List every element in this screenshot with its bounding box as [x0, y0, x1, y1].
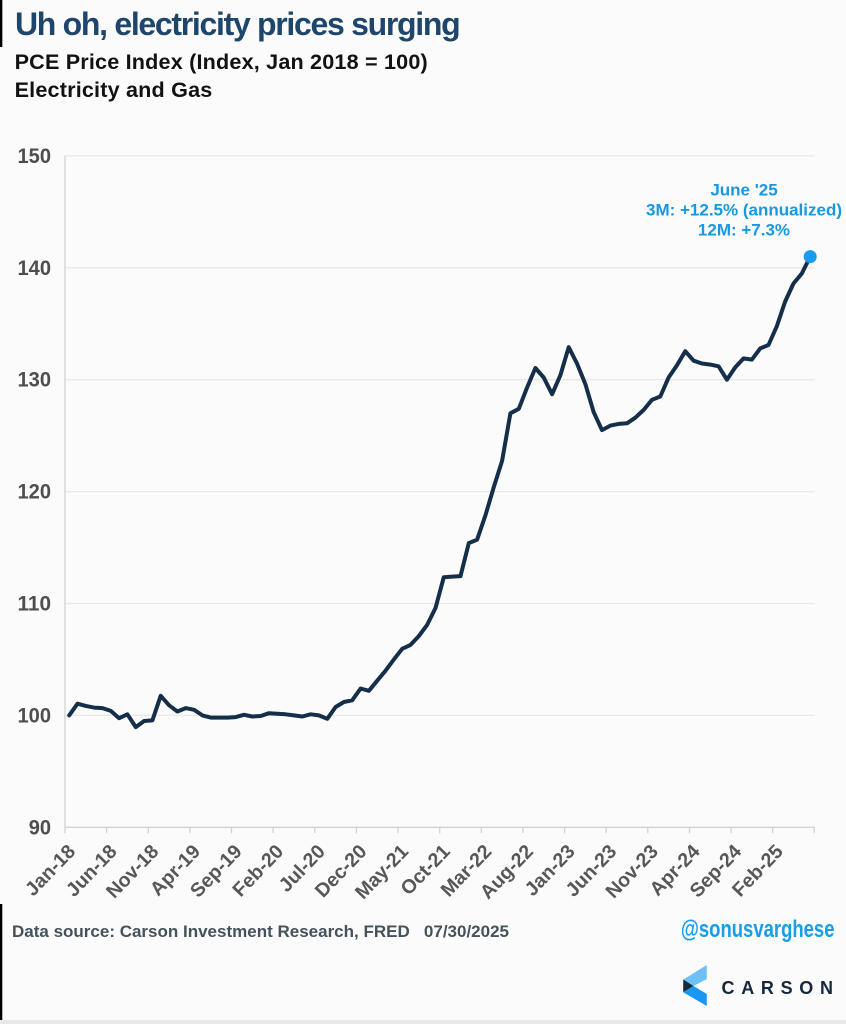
- svg-text:140: 140: [18, 256, 52, 280]
- svg-text:120: 120: [18, 480, 52, 504]
- svg-text:110: 110: [18, 592, 52, 616]
- svg-text:3M: +12.5% (annualized): 3M: +12.5% (annualized): [646, 201, 842, 220]
- svg-text:12M: +7.3%: 12M: +7.3%: [698, 220, 790, 239]
- svg-text:June '25: June '25: [710, 181, 777, 200]
- svg-text:90: 90: [29, 815, 51, 839]
- svg-text:130: 130: [18, 368, 52, 392]
- svg-text:100: 100: [18, 703, 52, 727]
- svg-text:150: 150: [18, 144, 52, 168]
